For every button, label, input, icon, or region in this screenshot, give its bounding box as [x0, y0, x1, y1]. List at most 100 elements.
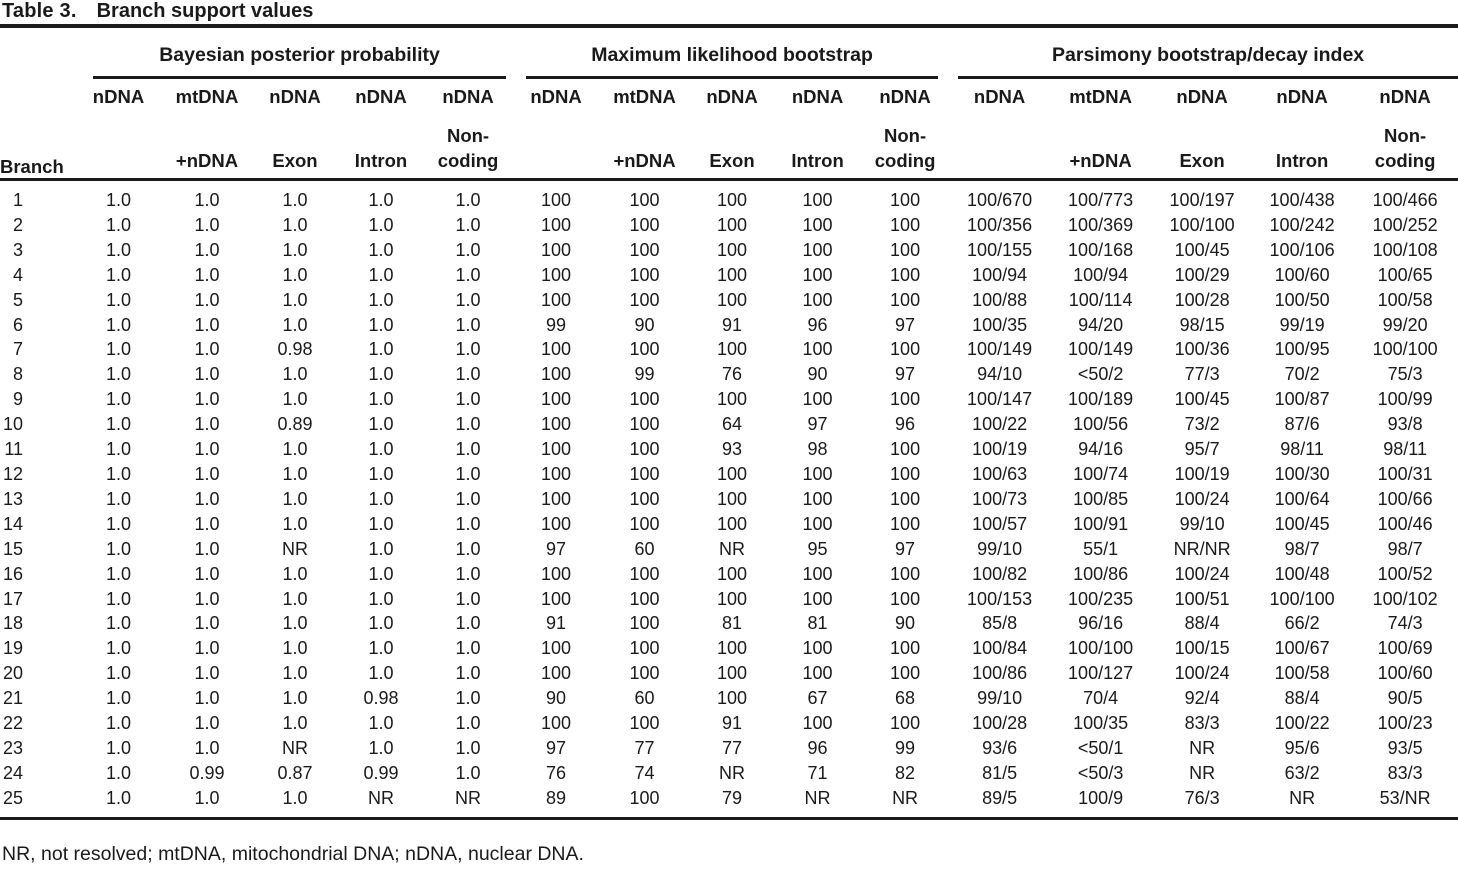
column-header-bottom-label: Intron: [354, 150, 408, 171]
parsimony-value-cell: 100/91: [1073, 513, 1129, 534]
parsimony-value-cell: 87/6: [1284, 414, 1320, 435]
column-group-label: Bayesian posterior probability: [93, 43, 507, 79]
parsimony-value-cell: 63/2: [1284, 762, 1320, 783]
bayesian-value-cell: 1.0: [455, 663, 481, 684]
ml-value-cell: NR: [804, 787, 831, 808]
table-row: 6 1.0 1.0 1.0 1.0 1.0 99 90 91 96 97 100/35 94/20 98/…: [0, 313, 1458, 338]
ml-value-cell: 100: [629, 190, 660, 210]
ml-value-cell: 96: [895, 414, 916, 435]
ml-value-cell: 100: [717, 563, 748, 584]
branch-column-header: Branch: [0, 79, 75, 181]
ml-value-cell: 81: [722, 613, 743, 634]
table-row: 20 1.0 1.0 1.0 1.0 1.0 100 100 100 100 100 100/86 10…: [0, 661, 1458, 686]
ml-value-cell: 89: [546, 787, 567, 808]
bayesian-value-cell: 0.99: [189, 762, 225, 783]
group-header-ml: Maximum likelihood bootstrap: [512, 28, 950, 79]
parsimony-value-cell: 100/60: [1274, 264, 1330, 285]
table-row: 17 1.0 1.0 1.0 1.0 1.0 100 100 100 100 100 100/153 1…: [0, 587, 1458, 612]
table-caption: Branch support values: [96, 0, 314, 22]
column-header-top-label: nDNA: [1379, 86, 1431, 107]
parsimony-value-cell: 66/2: [1284, 613, 1320, 634]
branch-cell: 3: [12, 239, 23, 260]
bayesian-value-cell: 1.0: [105, 190, 132, 210]
ml-value-cell: 90: [895, 613, 916, 634]
ml-value-cell: 100: [890, 289, 921, 310]
ml-value-cell: 100: [890, 264, 921, 285]
parsimony-value-cell: 100/63: [972, 463, 1028, 484]
ml-value-cell: 100: [541, 389, 572, 410]
table-number: Table 3.: [2, 0, 77, 22]
parsimony-value-cell: 100/29: [1174, 264, 1230, 285]
parsimony-value-cell: 100/466: [1372, 190, 1438, 210]
column-header-bottom-label: Exon: [272, 150, 318, 171]
parsimony-value-cell: 100/94: [1073, 264, 1129, 285]
bayesian-value-cell: 1.0: [105, 264, 132, 285]
parsimony-value-cell: 100/52: [1377, 563, 1433, 584]
bayesian-value-cell: 1.0: [455, 688, 481, 709]
bayesian-value-cell: 1.0: [368, 588, 394, 609]
bayesian-value-cell: 1.0: [368, 264, 394, 285]
ml-value-cell: 96: [807, 314, 828, 335]
column-header-top-label: mtDNA: [613, 86, 676, 107]
parsimony-value-cell: 100/45: [1174, 239, 1230, 260]
table-row: 9 1.0 1.0 1.0 1.0 1.0 100 100 100 100 100 100/147 10…: [0, 387, 1458, 412]
parsimony-value-cell: 100/31: [1377, 463, 1433, 484]
branch-cell: 16: [2, 563, 23, 584]
parsimony-value-cell: 100/66: [1377, 488, 1433, 509]
branch-cell: 2: [12, 214, 23, 235]
branch-cell: 13: [2, 488, 23, 509]
bayesian-value-cell: 1.0: [368, 414, 394, 435]
ml-value-cell: 100: [802, 339, 833, 360]
parsimony-value-cell: 100/86: [1073, 563, 1129, 584]
bayesian-value-cell: 1.0: [455, 364, 481, 385]
table-row: 1 1.0 1.0 1.0 1.0 1.0 100 100 100 100 100 100/670 10…: [0, 180, 1458, 213]
bayesian-value-cell: 1.0: [282, 463, 308, 484]
table-title: Table 3. Branch support values: [0, 0, 1458, 22]
table-row: 3 1.0 1.0 1.0 1.0 1.0 100 100 100 100 100 100/155 10…: [0, 238, 1458, 263]
column-header-stack: nDNA: [75, 79, 162, 178]
parsimony-value-cell: 100/100: [1169, 214, 1235, 235]
branch-cell: 11: [4, 439, 23, 460]
parsimony-value-cell: 100/114: [1068, 289, 1133, 310]
bayesian-value-cell: 1.0: [105, 314, 132, 335]
parsimony-value-cell: 53/NR: [1379, 787, 1431, 808]
branch-cell: 5: [12, 289, 23, 310]
parsimony-value-cell: 99/20: [1382, 314, 1428, 335]
bayesian-value-cell: 1.0: [105, 787, 132, 808]
parsimony-value-cell: NR: [1189, 737, 1216, 758]
column-header: nDNA: [512, 79, 601, 181]
parsimony-value-cell: 83/3: [1184, 713, 1220, 734]
parsimony-value-cell: 100/95: [1274, 339, 1330, 360]
parsimony-value-cell: 100/51: [1174, 588, 1230, 609]
table-row: 13 1.0 1.0 1.0 1.0 1.0 100 100 100 100 100 100/73 10…: [0, 487, 1458, 512]
bayesian-value-cell: 1.0: [455, 389, 481, 410]
parsimony-value-cell: 100/58: [1377, 289, 1433, 310]
column-header-stack: nDNA Exon: [1152, 79, 1252, 178]
bayesian-value-cell: 1.0: [455, 439, 481, 460]
parsimony-value-cell: 100/88: [972, 289, 1028, 310]
bayesian-value-cell: 1.0: [105, 713, 132, 734]
bayesian-value-cell: 1.0: [194, 239, 220, 260]
bayesian-value-cell: 1.0: [368, 314, 394, 335]
parsimony-value-cell: 100/9: [1078, 787, 1124, 808]
ml-value-cell: 100: [717, 663, 748, 684]
bayesian-value-cell: 1.0: [282, 314, 308, 335]
column-header-top-label: nDNA: [973, 86, 1026, 107]
table-row: 22 1.0 1.0 1.0 1.0 1.0 100 100 91 100 100 100/28 100…: [0, 711, 1458, 736]
parsimony-value-cell: 100/74: [1073, 463, 1129, 484]
bayesian-value-cell: 1.0: [105, 389, 132, 410]
parsimony-value-cell: 100/127: [1068, 663, 1134, 684]
parsimony-value-cell: 100/670: [967, 190, 1033, 210]
ml-value-cell: 100: [629, 663, 660, 684]
branch-cell: 20: [2, 663, 23, 684]
bayesian-value-cell: 1.0: [194, 439, 220, 460]
bayesian-value-cell: 1.0: [105, 239, 132, 260]
ml-value-cell: 91: [546, 613, 567, 634]
parsimony-value-cell: NR: [1189, 762, 1216, 783]
parsimony-value-cell: 90/5: [1387, 688, 1423, 709]
bayesian-value-cell: 1.0: [368, 638, 394, 659]
ml-value-cell: 76: [722, 364, 743, 385]
column-header: nDNA Exon: [689, 79, 776, 181]
parsimony-value-cell: 89/5: [982, 787, 1018, 808]
bayesian-value-cell: 0.98: [363, 688, 399, 709]
